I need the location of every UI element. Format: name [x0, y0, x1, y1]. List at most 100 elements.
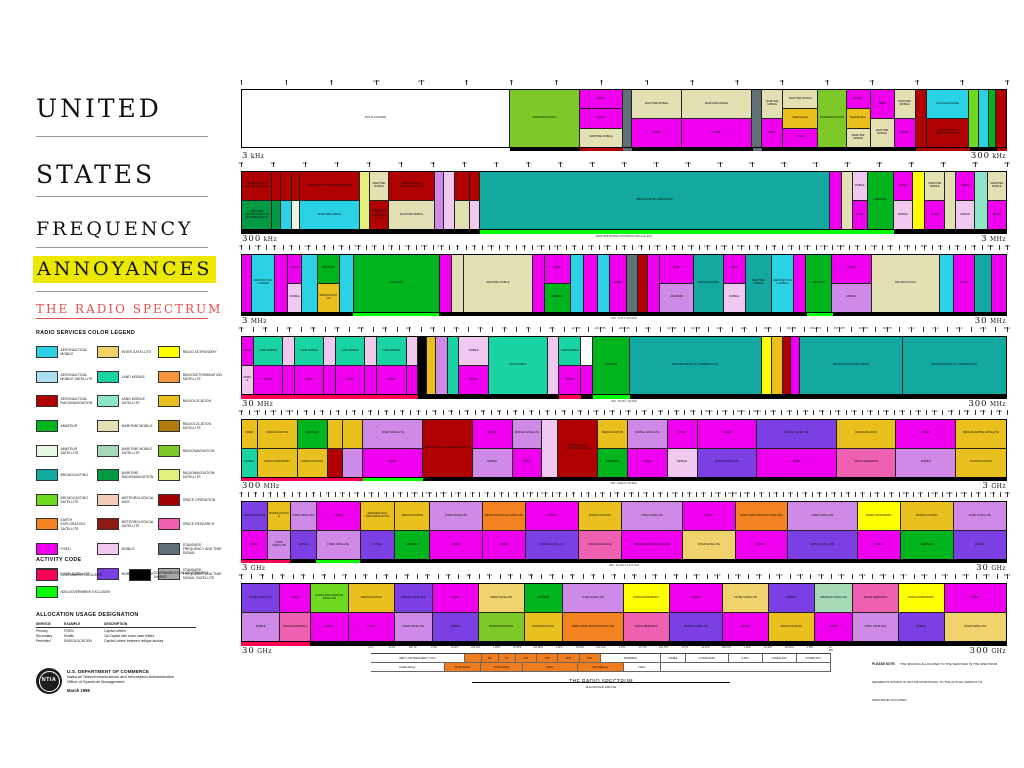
allocation-service-cell[interactable]: MOBILE — [667, 448, 697, 477]
allocation-band[interactable]: MARITIME MOBILE FIXED — [987, 172, 1006, 230]
allocation-service-cell[interactable]: AMATEUR — [353, 254, 439, 312]
allocation-service-cell[interactable]: AERONAUTICAL RADIONAVIGATION — [558, 419, 598, 477]
allocation-band[interactable]: RADIONAVIGATION — [818, 90, 847, 147]
allocation-band[interactable]: AERONAUTICAL RADIONAVIGATION MARITIME RAD… — [242, 172, 273, 230]
allocation-service-cell[interactable]: MOBILE — [723, 283, 745, 312]
allocation-band[interactable]: AMATEUR — [806, 254, 832, 312]
allocation-service-cell[interactable]: AMATEUR — [659, 283, 694, 312]
allocation-service-cell[interactable]: RADIOLOCATION — [769, 613, 814, 642]
allocation-service-cell[interactable] — [841, 172, 852, 230]
allocation-band[interactable]: RADIOLOCATION AMATEUR — [901, 501, 954, 559]
allocation-service-cell[interactable]: AMATEUR — [297, 419, 327, 449]
allocation-service-cell[interactable]: BROADCASTING SATELLITE — [622, 530, 683, 559]
allocation-service-cell[interactable] — [622, 90, 632, 147]
allocation-band[interactable]: BROADCASTING (TV CHANNELS 2-4) — [629, 337, 762, 395]
allocation-service-cell[interactable]: FIXED — [632, 119, 681, 147]
allocation-service-cell[interactable] — [940, 254, 954, 312]
allocation-band[interactable] — [752, 90, 763, 147]
allocation-service-cell[interactable] — [327, 448, 343, 477]
allocation-band[interactable] — [274, 254, 289, 312]
allocation-service-cell[interactable]: AMATEUR SATELLITE — [814, 584, 853, 614]
allocation-band[interactable]: RADIOLOCATION FIXED — [242, 501, 269, 559]
allocation-band[interactable] — [242, 254, 253, 312]
allocation-service-cell[interactable]: FIXED — [336, 366, 365, 395]
allocation-service-cell[interactable]: MARITIME MOBILE — [846, 128, 870, 147]
allocation-band[interactable]: FIXED MOBILE — [667, 419, 698, 477]
allocation-service-cell[interactable]: AMATEUR — [317, 254, 340, 284]
allocation-service-cell[interactable] — [439, 254, 451, 312]
allocation-service-cell[interactable]: FIXED — [432, 584, 478, 614]
allocation-service-cell[interactable]: FIXED — [894, 119, 915, 147]
allocation-service-cell[interactable]: LAND MOBILE — [377, 337, 406, 367]
allocation-band[interactable]: EARTH EXPLORATION SATELLITE FIXED — [735, 501, 788, 559]
allocation-service-cell[interactable]: FIXED SATELLITE — [430, 501, 482, 531]
allocation-service-cell[interactable]: AERONAUTICAL RADIONAVIGATION — [389, 172, 434, 202]
allocation-band[interactable] — [302, 254, 318, 312]
allocation-service-cell[interactable] — [343, 448, 363, 477]
allocation-service-cell[interactable]: FIXED — [944, 584, 1006, 614]
allocation-service-cell[interactable]: FIXED — [697, 419, 757, 449]
allocation-service-cell[interactable]: Radiolocation — [846, 109, 870, 129]
allocation-service-cell[interactable]: FIXED SATELLITE — [787, 501, 857, 531]
allocation-band[interactable]: RADIO ASTRONOMY MOBILE — [898, 584, 945, 642]
allocation-service-cell[interactable]: FIXED SATELLITE — [622, 501, 683, 531]
allocation-service-cell[interactable]: FIXED SATELLITE — [242, 584, 280, 614]
allocation-service-cell[interactable] — [274, 254, 288, 312]
allocation-service-cell[interactable]: FIXED — [925, 201, 945, 230]
allocation-service-cell[interactable]: FIXED — [723, 613, 769, 642]
allocation-band[interactable] — [469, 172, 481, 230]
allocation-band[interactable]: FIXED MOBILE — [472, 419, 513, 477]
allocation-service-cell[interactable]: MOBILE SATELLITE — [394, 584, 432, 614]
allocation-service-cell[interactable]: MOBILE — [459, 337, 488, 367]
allocation-service-cell[interactable]: SPACE RESEARCH — [836, 448, 896, 477]
allocation-band[interactable]: FIXED SATELLITE FIXED — [363, 419, 424, 477]
allocation-service-cell[interactable]: FIXED — [242, 337, 253, 367]
allocation-band[interactable]: RADIOLOCATION AMATEUR — [395, 501, 431, 559]
allocation-service-cell[interactable]: AMATEUR — [593, 337, 629, 395]
allocation-service-cell[interactable]: MOBILE — [242, 613, 280, 642]
allocation-service-cell[interactable]: LAND MOBILE — [253, 337, 283, 367]
allocation-service-cell[interactable] — [988, 90, 995, 147]
allocation-band[interactable] — [996, 90, 1006, 147]
allocation-service-cell[interactable] — [343, 419, 363, 449]
allocation-service-cell[interactable]: BROADCASTING (TV CHANNELS 2-4) — [629, 337, 761, 395]
allocation-service-cell[interactable]: AERONAUTICAL RADIONAVIGATION — [299, 172, 360, 202]
allocation-service-cell[interactable]: FIXED — [280, 584, 310, 614]
allocation-service-cell[interactable]: FIXED — [242, 419, 257, 449]
allocation-service-cell[interactable]: MARITIME MOBILE — [746, 254, 771, 312]
allocation-service-cell[interactable]: FIXED SATELLITE — [853, 613, 898, 642]
allocation-service-cell[interactable] — [532, 254, 544, 312]
allocation-service-cell[interactable]: FIXED — [852, 201, 867, 230]
allocation-band[interactable]: AERONAUTICAL MOBILE — [771, 254, 795, 312]
allocation-band[interactable]: AMATEUR SATELLITE FIXED — [814, 584, 854, 642]
allocation-band[interactable] — [451, 254, 464, 312]
allocation-service-cell[interactable]: MOBILE — [472, 448, 512, 477]
allocation-service-cell[interactable]: RADIOLOCATION — [598, 419, 627, 449]
allocation-service-cell[interactable] — [547, 337, 559, 395]
allocation-service-cell[interactable]: FIXED — [559, 366, 581, 395]
allocation-service-cell[interactable] — [454, 201, 469, 230]
allocation-service-cell[interactable]: FIXED — [669, 584, 723, 614]
allocation-service-cell[interactable] — [469, 172, 480, 202]
allocation-service-cell[interactable] — [570, 254, 584, 312]
allocation-service-cell[interactable]: RADIO ASTRONOMY — [857, 501, 901, 531]
allocation-band[interactable]: MOBILE SATELLITE FIXED SATELLITE — [394, 584, 433, 642]
allocation-band[interactable]: AERONAUTICAL RADIONAVIGATION — [558, 419, 599, 477]
allocation-service-cell[interactable]: MARITIME MOBILE — [987, 172, 1006, 202]
allocation-service-cell[interactable] — [365, 337, 377, 367]
allocation-service-cell[interactable]: FIXED — [294, 366, 324, 395]
allocation-service-cell[interactable] — [761, 337, 772, 395]
allocation-band[interactable]: FIXED MOBILE — [893, 172, 914, 230]
allocation-service-cell[interactable]: AMATEUR — [901, 530, 953, 559]
allocation-service-cell[interactable] — [324, 366, 335, 395]
allocation-service-cell[interactable] — [418, 337, 427, 395]
allocation-band[interactable]: MARITIME MOBILE FIXED — [925, 172, 946, 230]
allocation-band[interactable]: FIXED MOBILE SATELLITE — [669, 584, 724, 642]
allocation-service-cell[interactable]: MARITIME MOBILE — [299, 201, 360, 230]
allocation-service-cell[interactable]: RADIOLOCATION — [956, 448, 1006, 477]
allocation-service-cell[interactable]: FIXED — [526, 501, 578, 531]
allocation-band[interactable] — [974, 254, 992, 312]
allocation-band[interactable]: MARITIME MOBILE FIXED — [632, 90, 682, 147]
allocation-service-cell[interactable]: AMATEUR — [806, 254, 831, 312]
allocation-band[interactable] — [340, 254, 354, 312]
